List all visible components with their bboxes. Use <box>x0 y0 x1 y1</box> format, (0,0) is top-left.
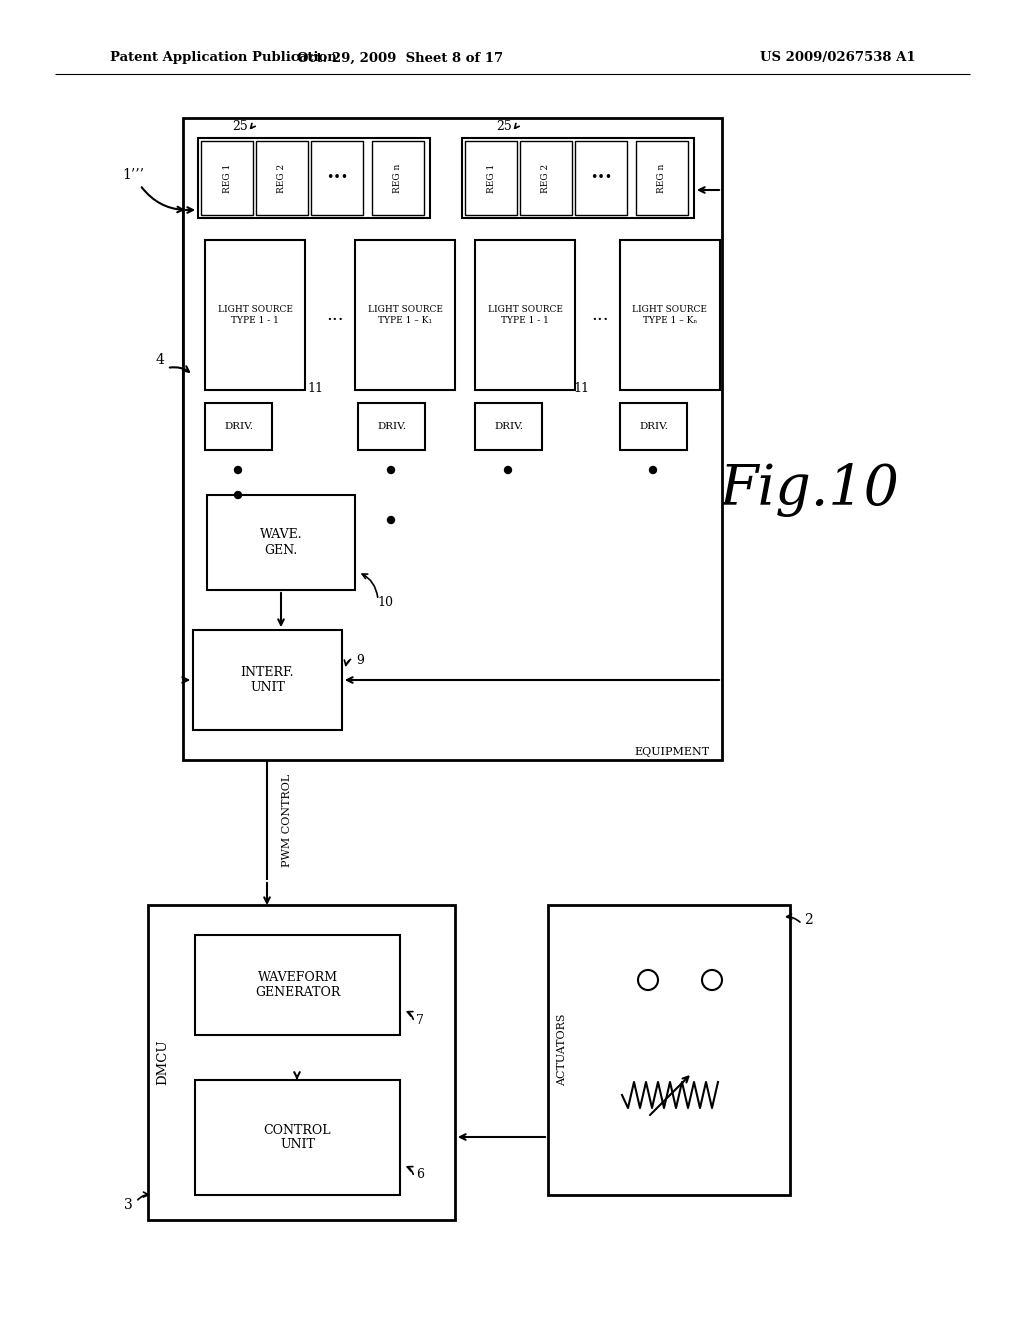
Text: Oct. 29, 2009  Sheet 8 of 17: Oct. 29, 2009 Sheet 8 of 17 <box>297 51 503 65</box>
Bar <box>620 240 720 389</box>
Text: LIGHT SOURCE
TYPE 1 – Kₙ: LIGHT SOURCE TYPE 1 – Kₙ <box>633 305 708 325</box>
Bar <box>205 240 305 389</box>
Text: 1’’’: 1’’’ <box>122 168 144 182</box>
Text: REG 2: REG 2 <box>278 164 287 193</box>
Text: REG 1: REG 1 <box>222 164 231 193</box>
Text: 6: 6 <box>416 1168 424 1181</box>
Circle shape <box>505 466 512 474</box>
Text: REG n: REG n <box>657 164 667 193</box>
Bar <box>207 495 355 590</box>
Text: PWM CONTROL: PWM CONTROL <box>282 774 292 867</box>
Text: WAVEFORM
GENERATOR: WAVEFORM GENERATOR <box>255 972 340 999</box>
Bar <box>195 1080 400 1195</box>
Text: US 2009/0267538 A1: US 2009/0267538 A1 <box>760 51 915 65</box>
Text: REG 1: REG 1 <box>486 164 496 193</box>
Text: DRIV.: DRIV. <box>224 422 253 432</box>
Text: 25: 25 <box>496 120 512 132</box>
Bar <box>205 403 272 450</box>
Bar <box>620 403 687 450</box>
Text: Fig.10: Fig.10 <box>720 462 900 517</box>
Text: INTERF.
UNIT: INTERF. UNIT <box>241 667 294 694</box>
Text: DRIV.: DRIV. <box>494 422 523 432</box>
Text: LIGHT SOURCE
TYPE 1 - 1: LIGHT SOURCE TYPE 1 - 1 <box>487 305 562 325</box>
Circle shape <box>387 516 394 524</box>
Text: REG 2: REG 2 <box>542 164 551 193</box>
Circle shape <box>387 466 394 474</box>
Bar <box>311 141 362 215</box>
Bar <box>256 141 308 215</box>
Text: 9: 9 <box>356 653 364 667</box>
Text: •••: ••• <box>326 172 348 185</box>
Bar <box>372 141 424 215</box>
Text: DRIV.: DRIV. <box>377 422 406 432</box>
Text: •••: ••• <box>590 172 612 185</box>
Bar <box>548 906 790 1195</box>
Bar <box>462 139 694 218</box>
Bar <box>355 240 455 389</box>
Bar <box>183 117 722 760</box>
Text: EQUIPMENT: EQUIPMENT <box>635 747 710 756</box>
Text: REG n: REG n <box>393 164 402 193</box>
Bar <box>575 141 627 215</box>
Circle shape <box>234 466 242 474</box>
Text: 4: 4 <box>156 352 165 367</box>
Text: DMCU: DMCU <box>157 1039 170 1085</box>
Bar <box>475 403 542 450</box>
Text: 10: 10 <box>377 595 393 609</box>
Circle shape <box>638 970 658 990</box>
Text: 11: 11 <box>307 383 323 396</box>
Text: 11: 11 <box>573 383 589 396</box>
Text: DRIV.: DRIV. <box>639 422 668 432</box>
Bar <box>198 139 430 218</box>
Text: ACTUATORS: ACTUATORS <box>557 1014 567 1086</box>
Bar <box>636 141 688 215</box>
Bar <box>148 906 455 1220</box>
Text: ...: ... <box>591 306 609 323</box>
Circle shape <box>234 491 242 499</box>
Text: 7: 7 <box>416 1014 424 1027</box>
Bar <box>358 403 425 450</box>
Text: 2: 2 <box>804 913 812 927</box>
Text: LIGHT SOURCE
TYPE 1 - 1: LIGHT SOURCE TYPE 1 - 1 <box>217 305 293 325</box>
Text: WAVE.
GEN.: WAVE. GEN. <box>260 528 302 557</box>
Circle shape <box>649 466 656 474</box>
Bar <box>475 240 575 389</box>
Bar <box>465 141 517 215</box>
Text: Patent Application Publication: Patent Application Publication <box>110 51 337 65</box>
Circle shape <box>702 970 722 990</box>
Bar <box>193 630 342 730</box>
Text: 3: 3 <box>124 1199 132 1212</box>
Bar <box>201 141 253 215</box>
Text: 25: 25 <box>232 120 248 132</box>
Text: LIGHT SOURCE
TYPE 1 – K₁: LIGHT SOURCE TYPE 1 – K₁ <box>368 305 442 325</box>
Text: ...: ... <box>327 306 344 323</box>
Text: CONTROL
UNIT: CONTROL UNIT <box>264 1123 331 1151</box>
Bar <box>520 141 572 215</box>
Bar <box>195 935 400 1035</box>
